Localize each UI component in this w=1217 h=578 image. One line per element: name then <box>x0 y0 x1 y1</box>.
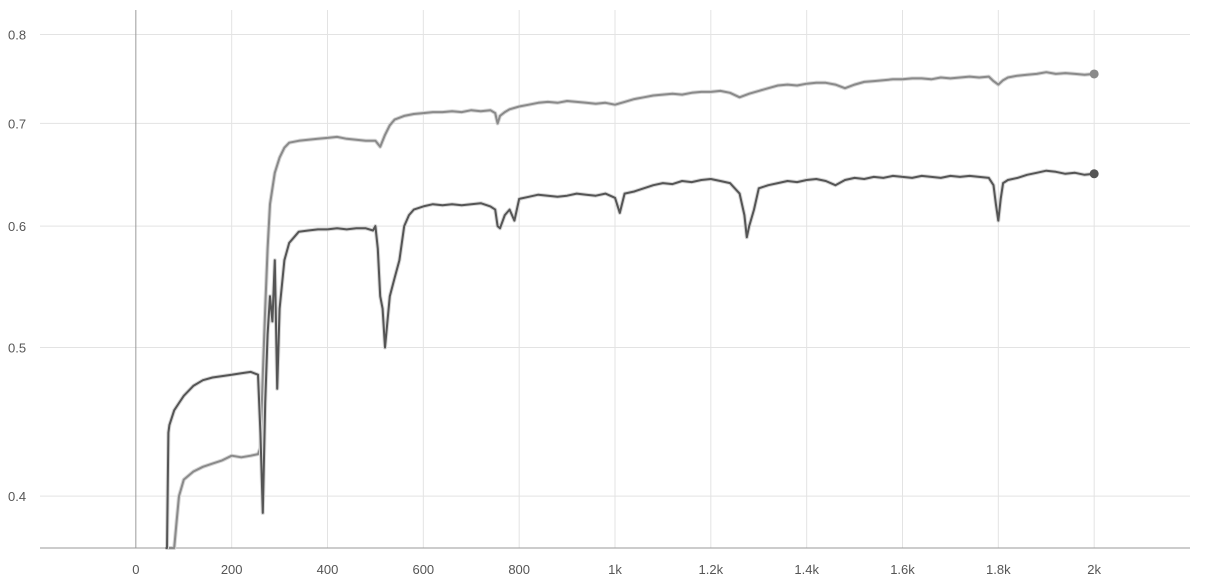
series-layer <box>165 69 1099 550</box>
series-0-end-marker[interactable] <box>1089 69 1099 79</box>
x-tick-label-9: 1.8k <box>986 562 1011 577</box>
x-tick-label-3: 600 <box>412 562 434 577</box>
series-1-line <box>165 169 1095 549</box>
x-tick-label-0: 0 <box>132 562 139 577</box>
x-tick-label-2: 400 <box>317 562 339 577</box>
y-tick-label-1: 0.5 <box>8 340 26 355</box>
x-tick-label-5: 1k <box>608 562 622 577</box>
x-tick-label-8: 1.6k <box>890 562 915 577</box>
series-0-line <box>167 71 1095 549</box>
y-tick-label-2: 0.6 <box>8 219 26 234</box>
x-tick-label-10: 2k <box>1087 562 1101 577</box>
x-tick-label-7: 1.4k <box>794 562 819 577</box>
x-tick-label-6: 1.2k <box>699 562 724 577</box>
series-1-raw-line <box>165 168 1095 550</box>
series-1-end-marker[interactable] <box>1089 169 1099 179</box>
y-tick-label-4: 0.8 <box>8 28 26 43</box>
vertical-gridlines <box>231 10 1095 548</box>
x-tick-labels: 0 200 400 600 800 1k 1.2k 1.4k 1.6k 1.8k 2k <box>132 562 1101 577</box>
x-tick-label-1: 200 <box>221 562 243 577</box>
x-tick-label-4: 800 <box>508 562 530 577</box>
y-tick-labels: 0.4 0.5 0.6 0.7 0.8 <box>8 28 26 505</box>
y-tick-label-3: 0.7 <box>8 116 26 131</box>
y-tick-label-0: 0.4 <box>8 489 26 504</box>
series-0-raw-line <box>167 70 1095 550</box>
